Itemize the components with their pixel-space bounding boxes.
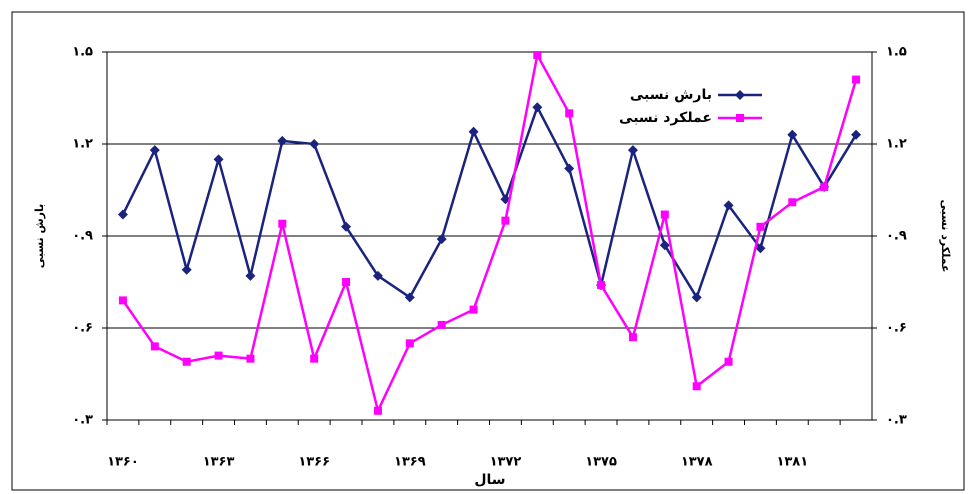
point [310,354,319,363]
point [533,51,542,60]
point [277,135,288,146]
point [117,209,128,220]
y2-tick-label: ۱.۵ [886,45,907,60]
x-tick-label: ۱۳۸۱ [776,455,808,470]
x-tick-label: ۱۳۶۶ [298,455,330,470]
point [735,90,745,100]
y-axis-title: بارش نسبی [33,204,46,269]
point [373,406,382,415]
point [437,320,446,329]
point [628,333,637,342]
x-tick-label: ۱۳۶۳ [203,455,235,470]
chart-frame [11,11,965,491]
x-tick-label: ۱۳۷۲ [490,455,522,470]
legend-label: بارش نسبی [630,87,712,103]
y-tick-label: ۰.۹ [72,229,93,244]
y2-axis-title: عملکرد نسبی [939,199,952,272]
point [469,305,478,314]
point [692,382,701,391]
point [309,139,320,149]
point [852,75,861,84]
y2-tick-label: ۰.۹ [886,229,907,244]
point [405,339,414,348]
point [627,145,638,156]
point [341,221,352,232]
series-line [121,51,858,415]
point [691,292,702,303]
y2-tick-label: ۰.۶ [886,321,907,336]
x-tick-label: ۱۳۷۸ [681,455,713,470]
series-line [121,104,858,301]
point [150,342,159,351]
point [278,219,287,228]
y-tick-label: ۰.۳ [72,413,93,428]
point [756,222,765,231]
point [213,154,224,165]
y-tick-label: ۱.۲ [72,137,93,152]
point [564,163,575,174]
x-tick-label: ۱۳۶۹ [394,455,426,470]
legend-label: عملکرد نسبی [619,110,712,126]
point [788,198,797,207]
point [787,129,798,140]
point [532,102,543,113]
point [736,114,744,122]
x-tick-label: ۱۳۷۵ [585,455,617,470]
y-tick-label: ۱.۵ [72,45,93,60]
y-tick-label: ۰.۶ [72,321,93,336]
y2-tick-label: ۱.۲ [886,137,907,152]
point [342,278,351,286]
point [820,182,829,191]
point [723,200,734,211]
point [436,234,447,245]
x-axis-title: سال [474,472,505,488]
point [597,281,606,290]
point [246,354,255,363]
point [660,210,669,219]
point [851,129,862,140]
x-tick-label: ۱۳۶۰ [107,455,139,470]
y2-tick-label: ۰.۳ [886,413,907,428]
point [245,270,256,281]
point [149,145,160,156]
point [404,292,415,303]
point [755,243,766,254]
point [372,270,383,281]
point [182,357,191,366]
point [468,126,479,137]
point [724,357,733,366]
point [181,264,192,275]
point [214,351,223,360]
point [118,296,127,305]
point [501,216,510,225]
point [565,109,574,118]
point [659,240,670,251]
